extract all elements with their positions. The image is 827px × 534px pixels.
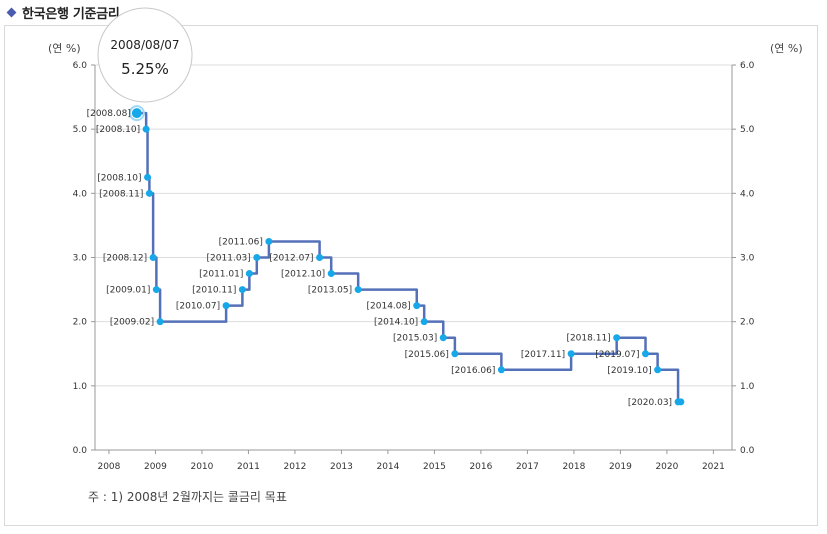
- data-label: [2008.08]: [87, 109, 131, 119]
- x-tick-label: 2012: [283, 462, 306, 472]
- chart-title: 한국은행 기준금리: [22, 6, 120, 22]
- data-point[interactable]: [420, 318, 428, 326]
- y-tick-label-right: 2.0: [740, 318, 755, 328]
- data-label: [2015.03]: [393, 334, 437, 344]
- y-tick-label-right: 3.0: [740, 254, 755, 264]
- chart-panel: [4, 25, 818, 526]
- x-tick-label: 2015: [423, 462, 446, 472]
- x-tick-label: 2016: [469, 462, 492, 472]
- chart-header: 한국은행 기준금리: [6, 3, 120, 22]
- data-point[interactable]: [265, 237, 273, 245]
- data-label: [2012.07]: [269, 254, 313, 264]
- tooltip-value: 5.25%: [121, 60, 169, 78]
- x-tick-label: 2013: [330, 462, 353, 472]
- x-tick-label: 2017: [516, 462, 539, 472]
- data-label: [2011.03]: [207, 254, 251, 264]
- x-tick-label: 2021: [702, 462, 725, 472]
- data-label: [2018.11]: [566, 334, 610, 344]
- x-tick-label: 2011: [237, 462, 260, 472]
- data-label: [2009.02]: [110, 318, 154, 328]
- data-point[interactable]: [142, 125, 150, 133]
- data-point[interactable]: [253, 254, 261, 261]
- y-tick-label: 2.0: [73, 318, 88, 328]
- data-point[interactable]: [149, 254, 157, 261]
- x-tick-label: 2020: [655, 462, 678, 472]
- y-tick-label: 0.0: [73, 446, 88, 456]
- x-tick-label: 2018: [562, 462, 585, 472]
- data-point[interactable]: [613, 334, 621, 342]
- x-tick-label: 2009: [144, 462, 167, 472]
- data-point[interactable]: [152, 286, 160, 294]
- data-point[interactable]: [245, 270, 253, 278]
- data-label: [2015.06]: [405, 350, 449, 360]
- data-point[interactable]: [642, 350, 650, 358]
- y-tick-label: 1.0: [73, 382, 88, 392]
- data-label: [2019.10]: [607, 366, 651, 376]
- data-point[interactable]: [439, 334, 447, 342]
- point-labels: [2008.08] [2008.10] [2008.10] [2008.11] [200…: [87, 109, 672, 408]
- data-point[interactable]: [144, 173, 152, 181]
- y-tick-label-right: 4.0: [740, 189, 755, 199]
- y-tick-label: 5.0: [73, 125, 88, 135]
- data-point[interactable]: [316, 254, 324, 261]
- data-label: [2008.10]: [96, 125, 140, 135]
- data-label: [2008.11]: [99, 189, 143, 199]
- x-tick-label: 2019: [609, 462, 632, 472]
- data-point[interactable]: [238, 286, 246, 294]
- data-point[interactable]: [327, 270, 335, 278]
- data-point[interactable]: [354, 286, 362, 294]
- data-label: [2010.11]: [192, 286, 236, 296]
- tooltip-date: 2008/08/07: [110, 38, 179, 52]
- data-label: [2009.01]: [106, 286, 150, 296]
- data-point[interactable]: [222, 302, 230, 310]
- data-label: [2014.08]: [367, 302, 411, 312]
- data-point[interactable]: [131, 108, 142, 119]
- footnote: 주 : 1) 2008년 2월까지는 콜금리 목표: [88, 490, 287, 504]
- data-label: [2008.10]: [97, 173, 141, 183]
- data-label: [2014.10]: [374, 318, 418, 328]
- data-label: [2011.06]: [219, 237, 263, 247]
- data-label: [2011.01]: [199, 270, 243, 280]
- data-label: [2010.07]: [176, 302, 220, 312]
- data-point[interactable]: [156, 318, 164, 326]
- y-tick-label-right: 6.0: [740, 61, 755, 71]
- data-point[interactable]: [654, 366, 662, 374]
- y-tick-label-right: 5.0: [740, 125, 755, 135]
- data-label: [2012.10]: [281, 270, 325, 280]
- data-label: [2017.11]: [521, 350, 565, 360]
- data-point[interactable]: [567, 350, 575, 358]
- tooltip-bubble: 2008/08/07 5.25%: [97, 7, 193, 103]
- y-tick-label: 6.0: [73, 61, 88, 71]
- y-tick-label-right: 0.0: [740, 446, 755, 456]
- data-label: [2013.05]: [308, 286, 352, 296]
- data-point[interactable]: [677, 398, 685, 406]
- y-unit-left: (연 %): [48, 42, 81, 55]
- data-label: [2020.03]: [628, 398, 672, 408]
- axes: 0.0 0.0 1.0 1.0 2.0 2.0 3.0 3.0 4.0 4.0 5.0 5.0 6.0 6…: [73, 61, 755, 472]
- data-point[interactable]: [497, 366, 505, 374]
- series-points: [128, 105, 685, 406]
- x-tick-label: 2010: [190, 462, 213, 472]
- y-tick-label: 4.0: [73, 189, 88, 199]
- y-unit-right: (연 %): [770, 42, 803, 55]
- x-tick-label: 2014: [376, 462, 399, 472]
- gridlines: [95, 64, 732, 451]
- highlight-ring: [128, 105, 145, 122]
- data-point[interactable]: [145, 189, 153, 197]
- data-label: [2016.06]: [451, 366, 495, 376]
- data-point[interactable]: [413, 302, 421, 310]
- data-label: [2008.12]: [103, 254, 147, 264]
- y-tick-label: 3.0: [73, 254, 88, 264]
- y-tick-label-right: 1.0: [740, 382, 755, 392]
- data-label: [2019.07]: [595, 350, 639, 360]
- data-point[interactable]: [451, 350, 459, 358]
- x-tick-label: 2008: [97, 462, 120, 472]
